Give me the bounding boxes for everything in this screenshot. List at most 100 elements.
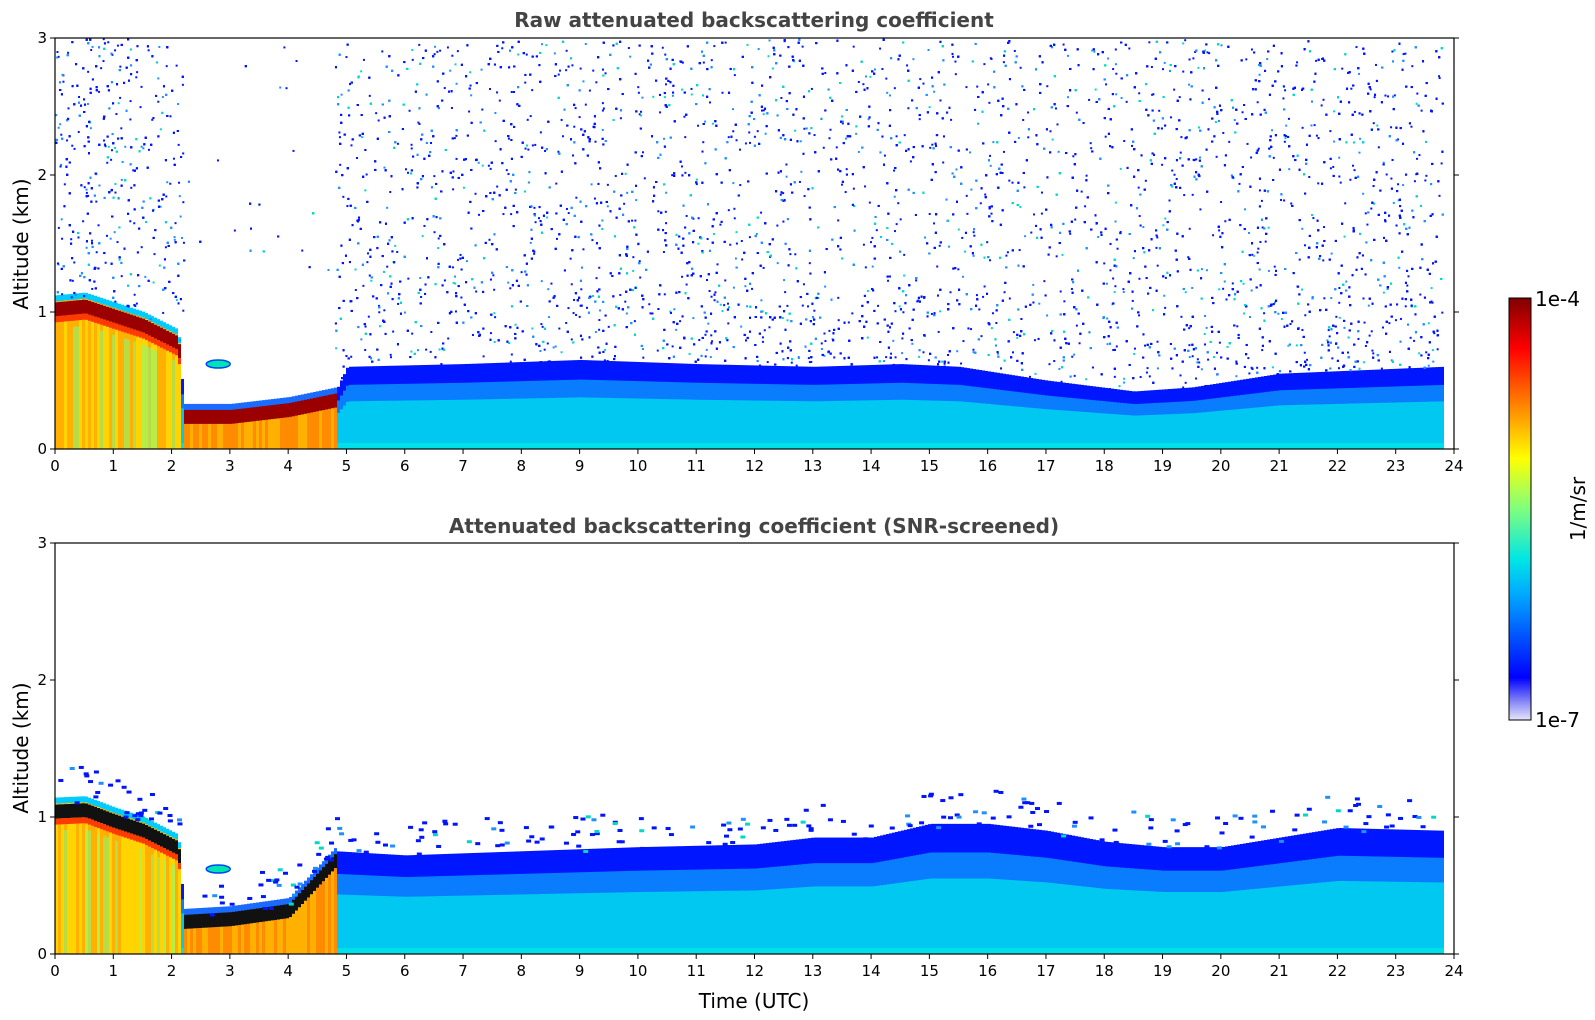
- backscatter-column: [580, 443, 583, 449]
- backscatter-column: [181, 443, 184, 449]
- noise-speckle: [685, 283, 688, 286]
- noise-speckle: [133, 222, 136, 225]
- noise-speckle: [162, 311, 165, 314]
- backscatter-column: [925, 400, 928, 449]
- backscatter-column: [151, 316, 154, 323]
- backscatter-column: [799, 401, 802, 449]
- backscatter-column: [385, 443, 388, 449]
- backscatter-column: [367, 443, 370, 449]
- noise-speckle: [560, 351, 563, 354]
- noise-speckle: [623, 202, 626, 205]
- noise-speckle: [1097, 235, 1100, 238]
- noise-speckle: [1184, 39, 1187, 42]
- noise-speckle: [370, 279, 373, 282]
- cloud-band: [313, 397, 316, 414]
- noise-speckle: [1075, 111, 1078, 114]
- backscatter-column: [58, 295, 61, 302]
- noise-speckle: [1310, 124, 1313, 127]
- backscatter-column: [712, 399, 715, 449]
- backscatter-column: [451, 399, 454, 449]
- noise-speckle: [525, 53, 528, 56]
- noise-speckle: [640, 110, 643, 113]
- backscatter-column: [955, 401, 958, 449]
- noise-speckle: [601, 109, 604, 112]
- backscatter-column: [1321, 404, 1324, 449]
- noise-speckle: [1196, 358, 1199, 361]
- noise-speckle: [625, 312, 628, 315]
- noise-speckle: [1161, 68, 1164, 71]
- noise-speckle: [524, 81, 527, 84]
- noise-speckle: [116, 44, 119, 47]
- backscatter-column: [301, 394, 304, 403]
- noise-speckle: [569, 257, 572, 260]
- noise-speckle: [762, 113, 765, 116]
- backscatter-column: [703, 399, 706, 449]
- noise-speckle: [285, 87, 288, 90]
- backscatter-column: [1042, 408, 1045, 449]
- noise-speckle: [1163, 294, 1166, 297]
- noise-speckle: [927, 359, 930, 362]
- noise-speckle: [996, 352, 999, 355]
- noise-speckle: [90, 48, 93, 51]
- noise-speckle: [469, 71, 472, 74]
- cloud-band: [178, 358, 181, 365]
- noise-speckle: [1427, 364, 1430, 367]
- noise-speckle: [1322, 98, 1325, 101]
- backscatter-column: [763, 443, 766, 449]
- backscatter-column: [469, 399, 472, 449]
- backscatter-column: [1399, 443, 1402, 449]
- backscatter-column: [244, 402, 247, 411]
- noise-speckle: [1222, 287, 1225, 290]
- noise-speckle: [1182, 70, 1185, 73]
- backscatter-column: [532, 443, 535, 449]
- noise-speckle: [1418, 154, 1421, 157]
- noise-speckle: [1257, 247, 1260, 250]
- backscatter-column: [331, 408, 334, 449]
- noise-speckle: [115, 113, 118, 116]
- backscatter-column: [637, 398, 640, 449]
- backscatter-column: [907, 399, 910, 449]
- noise-speckle: [1287, 344, 1290, 347]
- cloud-band: [130, 328, 133, 335]
- noise-speckle: [113, 231, 116, 234]
- noise-speckle: [450, 107, 453, 110]
- backscatter-column: [514, 398, 517, 449]
- backscatter-column: [814, 443, 817, 449]
- noise-speckle: [425, 348, 428, 351]
- noise-speckle: [1284, 89, 1287, 92]
- backscatter-column: [478, 443, 481, 449]
- backscatter-column: [1258, 407, 1261, 449]
- noise-speckle: [727, 209, 730, 212]
- backscatter-column: [1369, 403, 1372, 449]
- noise-speckle: [455, 82, 458, 85]
- backscatter-column: [160, 320, 163, 327]
- noise-speckle: [710, 334, 713, 337]
- noise-speckle: [681, 88, 684, 91]
- noise-speckle: [1295, 344, 1298, 347]
- noise-speckle: [663, 293, 666, 296]
- noise-speckle: [1315, 59, 1318, 62]
- backscatter-column: [229, 423, 232, 449]
- backscatter-column: [1339, 403, 1342, 449]
- noise-speckle: [489, 88, 492, 91]
- noise-speckle: [462, 186, 465, 189]
- backscatter-column: [745, 443, 748, 449]
- backscatter-column: [184, 403, 187, 412]
- noise-speckle: [1156, 340, 1159, 343]
- backscatter-column: [784, 400, 787, 449]
- backscatter-column: [925, 443, 928, 449]
- noise-speckle: [837, 319, 840, 322]
- noise-speckle: [437, 247, 440, 250]
- noise-speckle: [1164, 276, 1167, 279]
- noise-speckle: [869, 75, 872, 78]
- noise-speckle: [1359, 137, 1362, 140]
- cloud-band: [316, 397, 319, 414]
- backscatter-column: [1423, 443, 1426, 449]
- noise-speckle: [833, 356, 836, 359]
- noise-speckle: [436, 50, 439, 53]
- noise-speckle: [135, 76, 138, 79]
- noise-speckle: [578, 315, 581, 318]
- backscatter-column: [418, 443, 421, 449]
- noise-speckle: [1056, 123, 1059, 126]
